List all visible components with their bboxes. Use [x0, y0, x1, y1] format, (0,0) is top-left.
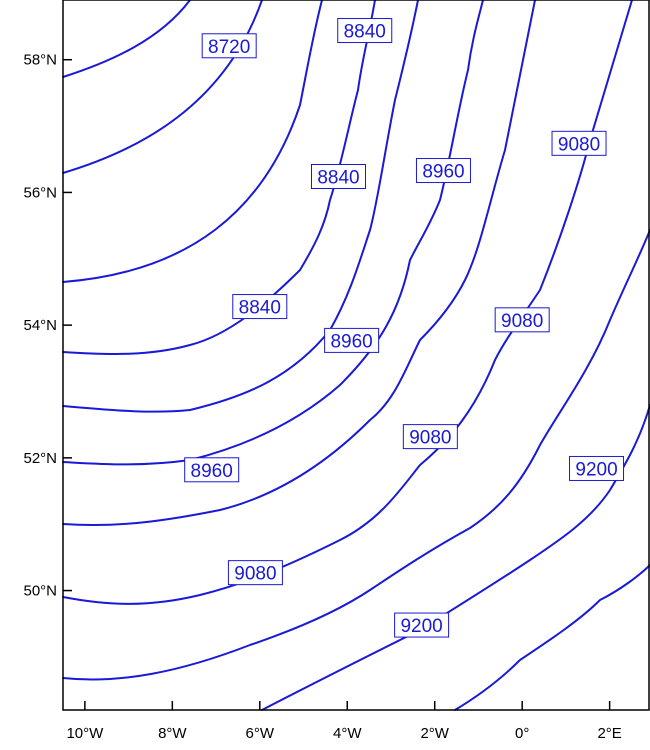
contour-label: 9200	[569, 455, 625, 481]
x-tick-label: 10°W	[66, 725, 104, 742]
contour-label: 8840	[311, 164, 367, 190]
contour-label-box	[394, 612, 450, 638]
contour-label-box	[402, 424, 458, 450]
contour-line	[62, 229, 650, 681]
contour-line	[62, 0, 419, 413]
contour-label-text: 8720	[208, 37, 250, 58]
contour-label-box	[232, 294, 288, 320]
contour-lines	[62, 0, 650, 711]
y-tick-label: 52°N	[23, 450, 57, 467]
contour-label-text: 8960	[191, 461, 233, 482]
x-tick-label: 6°W	[246, 725, 275, 742]
contour-label-box	[415, 158, 471, 184]
contour-line	[62, 0, 484, 466]
y-tick-label: 50°N	[23, 583, 57, 600]
contour-label: 9200	[394, 612, 450, 638]
contour-label-box	[494, 307, 550, 333]
x-tick-label: 8°W	[158, 725, 187, 742]
contour-label-text: 8960	[422, 162, 464, 183]
map-frame	[62, 0, 650, 711]
contour-label: 8960	[184, 457, 240, 483]
y-tick-label: 58°N	[23, 52, 57, 69]
contour-label-text: 9080	[234, 564, 276, 585]
contour-line	[454, 564, 650, 711]
contour-label-text: 9080	[558, 134, 600, 155]
contour-label-box	[324, 327, 380, 353]
contour-label: 9080	[227, 560, 283, 586]
contour-label-box	[184, 457, 240, 483]
contour-label-box	[201, 33, 257, 59]
y-tick-label: 56°N	[23, 184, 57, 201]
contour-label-box	[569, 455, 625, 481]
x-tick-label: 0°	[515, 725, 529, 742]
contour-line	[62, 0, 633, 605]
contour-label: 8960	[415, 158, 471, 184]
contour-label-box	[551, 130, 607, 156]
contour-label-box	[337, 18, 393, 44]
contour-line	[62, 0, 376, 355]
x-tick-label: 2°E	[597, 725, 621, 742]
contour-label: 8840	[337, 18, 393, 44]
contour-line	[62, 0, 263, 174]
contour-label-text: 8960	[330, 331, 372, 352]
contour-label-box	[311, 164, 367, 190]
contour-label-text: 9200	[400, 616, 442, 637]
contour-line	[261, 404, 650, 711]
contour-label-text: 9200	[575, 459, 617, 480]
contour-label: 9080	[494, 307, 550, 333]
x-tick-label: 2°W	[420, 725, 449, 742]
x-tick-label: 4°W	[333, 725, 362, 742]
y-axis: 58°N 56°N 54°N 52°N 50°N	[23, 52, 72, 600]
y-tick-label: 54°N	[23, 317, 57, 334]
contour-label: 8960	[324, 327, 380, 353]
contour-label: 9080	[551, 130, 607, 156]
contour-label-text: 8840	[317, 168, 359, 189]
x-axis: 10°W 8°W 6°W 4°W 2°W 0° 2°E	[66, 701, 622, 742]
contour-label-text: 8840	[239, 298, 281, 319]
contour-label-text: 9080	[409, 428, 451, 449]
contour-label-text: 8840	[344, 22, 386, 43]
contour-label-text: 9080	[501, 311, 543, 332]
contour-label: 9080	[402, 424, 458, 450]
contour-label-box	[227, 560, 283, 586]
contour-label: 8720	[201, 33, 257, 59]
contour-labels: 8720 8840 8840 8840 8960 8960 8960 9080 9080 9080…	[184, 18, 625, 638]
contour-line	[62, 0, 191, 78]
contour-line	[62, 0, 536, 527]
contour-line	[62, 0, 323, 283]
contour-label: 8840	[232, 294, 288, 320]
